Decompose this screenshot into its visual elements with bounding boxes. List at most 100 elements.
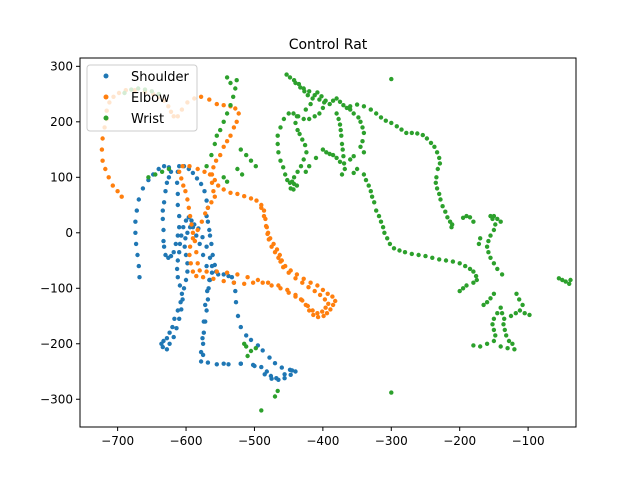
marker-wrist-72 — [434, 150, 440, 155]
marker-wrist-190 — [467, 266, 473, 272]
x-tick-label: −200 — [443, 434, 476, 448]
marker-elbow-36 — [228, 133, 233, 138]
marker-elbow-27 — [198, 94, 204, 100]
marker-shoulder-61 — [238, 324, 243, 330]
marker-shoulder-15 — [166, 175, 172, 180]
marker-elbow-143 — [306, 285, 311, 290]
marker-elbow-138 — [323, 305, 328, 310]
marker-elbow-29 — [214, 101, 219, 107]
marker-elbow-46 — [209, 200, 214, 205]
marker-wrist-198 — [491, 291, 497, 296]
marker-shoulder-68 — [279, 365, 284, 370]
marker-elbow-0 — [119, 194, 124, 199]
marker-shoulder-143 — [198, 359, 204, 364]
marker-wrist-158 — [351, 111, 356, 116]
marker-elbow-122 — [197, 268, 202, 273]
marker-shoulder-0 — [137, 275, 142, 280]
marker-wrist-64 — [399, 127, 404, 132]
marker-wrist-46 — [307, 89, 312, 94]
marker-wrist-255 — [476, 241, 482, 247]
marker-shoulder-145 — [226, 362, 231, 367]
marker-elbow-151 — [269, 244, 274, 249]
marker-wrist-88 — [319, 94, 324, 99]
marker-shoulder-2 — [135, 252, 140, 258]
marker-wrist-48 — [317, 97, 322, 102]
marker-shoulder-28 — [173, 241, 178, 247]
marker-wrist-159 — [348, 107, 353, 112]
marker-wrist-90 — [320, 105, 326, 111]
marker-wrist-180 — [402, 250, 408, 255]
marker-wrist-94 — [301, 116, 306, 122]
marker-wrist-168 — [348, 157, 353, 162]
marker-elbow-2 — [110, 183, 116, 188]
marker-elbow-149 — [276, 255, 281, 260]
marker-wrist-137 — [340, 147, 345, 152]
marker-wrist-143 — [324, 150, 329, 155]
marker-shoulder-3 — [133, 241, 139, 247]
marker-shoulder-151 — [274, 376, 279, 381]
marker-wrist-152 — [358, 144, 363, 149]
marker-wrist-246 — [488, 213, 493, 219]
marker-wrist-235 — [499, 272, 505, 277]
marker-shoulder-43 — [204, 198, 209, 203]
marker-elbow-129 — [265, 280, 271, 285]
marker-wrist-34 — [248, 348, 254, 354]
marker-wrist-66 — [409, 130, 414, 136]
marker-wrist-68 — [420, 132, 425, 138]
marker-shoulder-42 — [202, 189, 207, 194]
marker-wrist-87 — [315, 90, 320, 95]
marker-wrist-161 — [372, 200, 377, 205]
marker-wrist-191 — [471, 269, 476, 274]
marker-wrist-22 — [244, 152, 249, 158]
marker-elbow-126 — [235, 272, 240, 277]
marker-wrist-32 — [242, 341, 247, 346]
marker-elbow-82 — [308, 280, 313, 285]
marker-shoulder-115 — [167, 341, 172, 346]
marker-shoulder-58 — [233, 288, 238, 294]
marker-shoulder-103 — [177, 283, 183, 288]
y-axis: −300 −200 −100 0 100 200 300 — [40, 59, 80, 406]
marker-wrist-63 — [394, 124, 399, 129]
marker-elbow-101 — [228, 190, 233, 195]
marker-shoulder-79 — [205, 360, 211, 365]
marker-wrist-124 — [303, 107, 308, 112]
marker-elbow-95 — [261, 208, 267, 213]
legend-box — [86, 64, 198, 132]
marker-shoulder-81 — [200, 341, 206, 346]
marker-shoulder-7 — [136, 197, 141, 202]
y-tick-label: −300 — [40, 392, 73, 406]
marker-wrist-179 — [397, 248, 402, 253]
marker-shoulder-59 — [233, 300, 239, 305]
marker-elbow-62 — [250, 280, 256, 285]
marker-wrist-89 — [323, 98, 328, 103]
marker-wrist-58 — [368, 107, 373, 112]
marker-shoulder-18 — [161, 200, 167, 205]
marker-wrist-26 — [239, 172, 245, 177]
marker-wrist-119 — [300, 137, 305, 142]
marker-wrist-207 — [493, 333, 498, 338]
marker-wrist-140 — [342, 166, 347, 172]
marker-wrist-73 — [437, 155, 442, 161]
marker-wrist-153 — [360, 139, 365, 144]
marker-shoulder-56 — [229, 275, 235, 280]
marker-shoulder-72 — [282, 376, 287, 381]
marker-wrist-25 — [235, 166, 240, 172]
marker-wrist-38 — [272, 394, 278, 399]
plot-area-frame — [79, 57, 577, 428]
x-tick-label: −100 — [512, 434, 545, 448]
marker-shoulder-124 — [185, 261, 190, 266]
marker-wrist-12 — [212, 141, 217, 147]
marker-wrist-205 — [490, 322, 495, 327]
marker-wrist-222 — [508, 313, 514, 319]
marker-wrist-241 — [486, 238, 491, 244]
marker-wrist-221 — [499, 311, 505, 316]
marker-shoulder-27 — [171, 250, 176, 255]
marker-wrist-218 — [502, 327, 507, 333]
marker-shoulder-100 — [175, 258, 180, 263]
marker-elbow-53 — [187, 252, 192, 258]
marker-wrist-150 — [303, 169, 308, 174]
marker-shoulder-34 — [174, 180, 180, 185]
marker-elbow-55 — [190, 269, 196, 274]
marker-wrist-60 — [378, 115, 384, 120]
marker-wrist-131 — [334, 111, 339, 116]
